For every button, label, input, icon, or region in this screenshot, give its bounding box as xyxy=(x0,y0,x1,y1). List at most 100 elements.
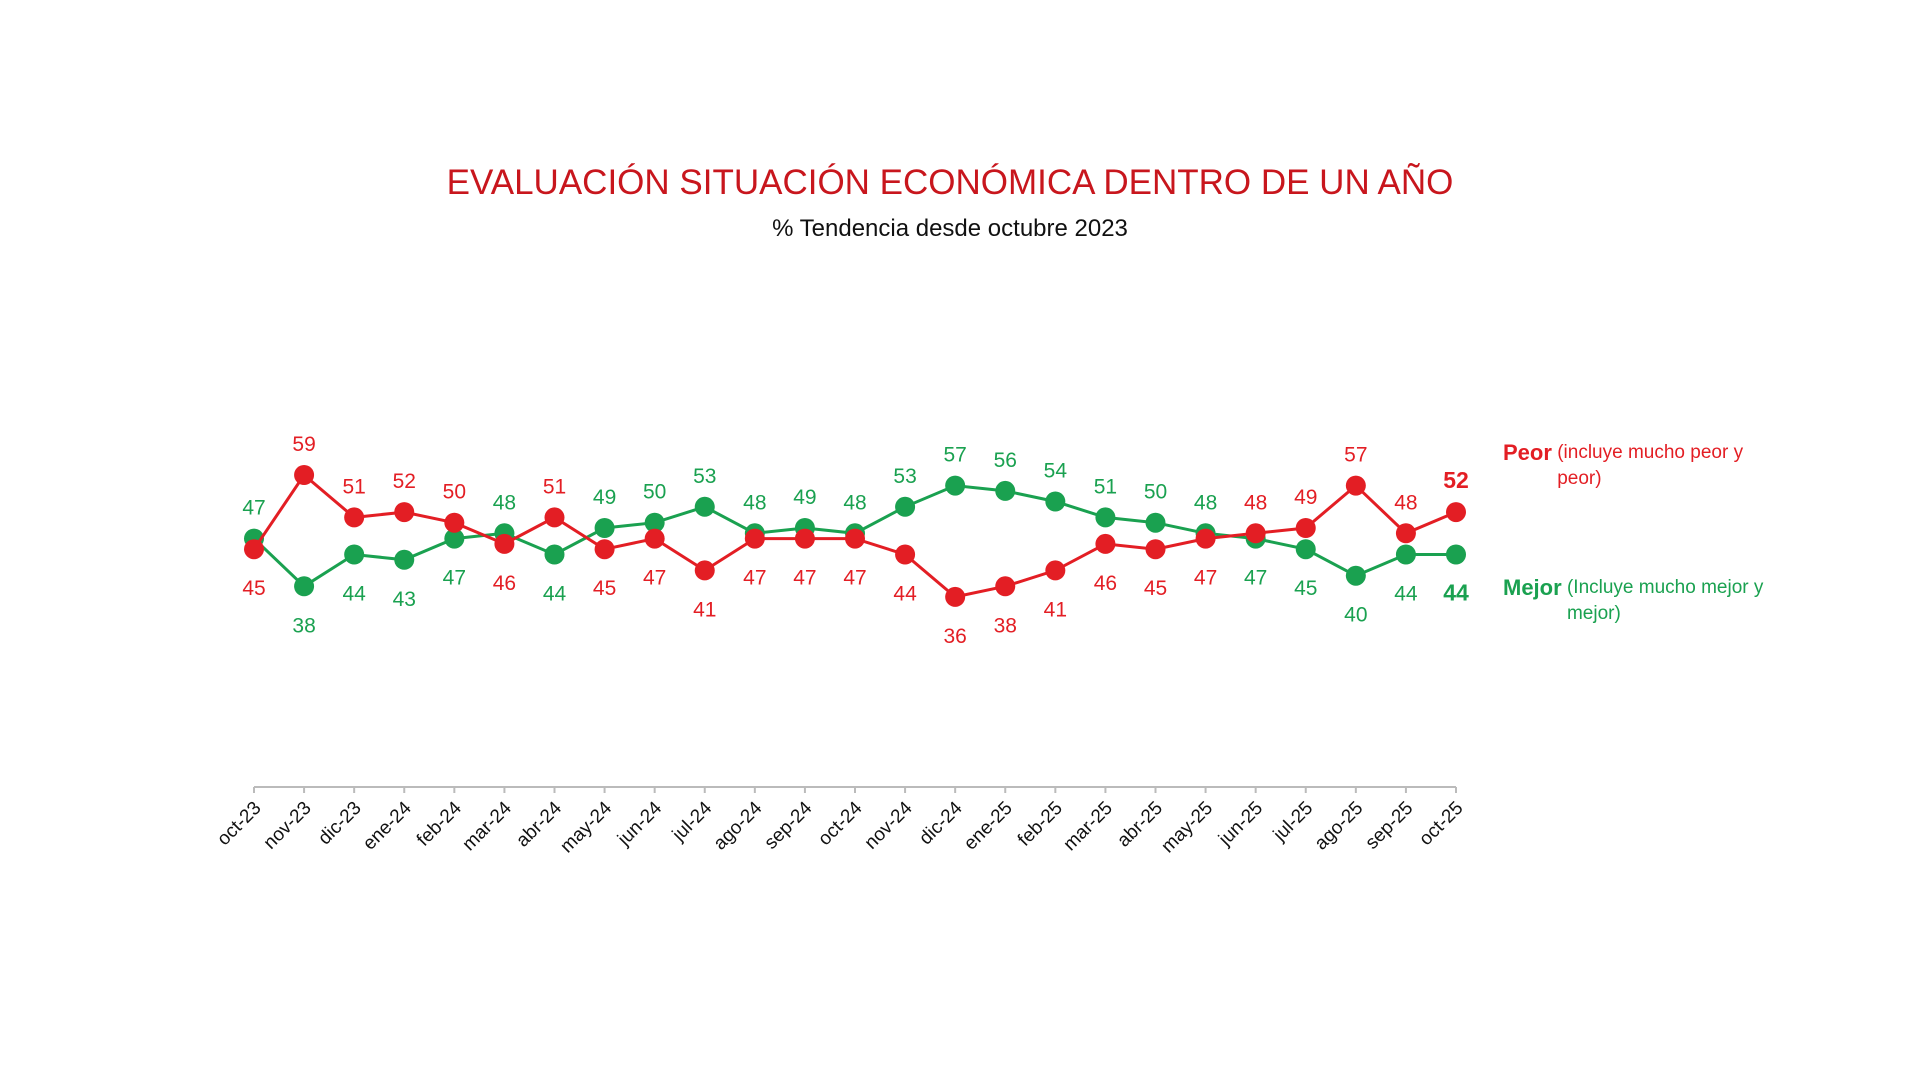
x-tick-label: ene-25 xyxy=(960,798,1017,855)
mejor-point xyxy=(694,496,715,517)
x-tick-label: feb-24 xyxy=(413,797,466,850)
chart-subtitle: % Tendencia desde octubre 2023 xyxy=(772,215,1128,242)
mejor-point xyxy=(1295,539,1316,560)
x-tick-label: oct-24 xyxy=(814,797,866,849)
peor-point xyxy=(644,528,665,549)
legend-peor-name: Peor xyxy=(1503,440,1552,465)
x-tick-label: dic-23 xyxy=(314,798,365,849)
mejor-point xyxy=(1095,507,1116,528)
mejor-point xyxy=(995,480,1016,501)
peor-data-label: 47 xyxy=(743,567,766,590)
peor-point xyxy=(594,539,615,560)
x-tick-label: nov-23 xyxy=(260,798,316,854)
peor-data-label: 50 xyxy=(443,481,466,504)
x-tick-label: ago-24 xyxy=(710,797,767,854)
peor-data-label: 51 xyxy=(342,475,365,498)
mejor-point xyxy=(294,576,315,597)
peor-point xyxy=(394,502,415,523)
mejor-data-label: 50 xyxy=(1144,481,1167,504)
legend-peor-note: (incluye mucho peor y peor) xyxy=(1557,442,1744,489)
peor-point xyxy=(995,576,1016,597)
peor-data-label: 46 xyxy=(1094,572,1117,595)
mejor-data-label: 48 xyxy=(843,491,866,514)
x-tick-label: mar-24 xyxy=(459,797,517,855)
mejor-data-label: 48 xyxy=(493,491,516,514)
mejor-point xyxy=(1345,565,1366,586)
mejor-data-label: 38 xyxy=(292,614,315,637)
peor-data-label: 36 xyxy=(943,625,966,648)
x-tick-label: sep-24 xyxy=(761,797,817,853)
peor-point xyxy=(494,533,515,554)
peor-point xyxy=(1195,528,1216,549)
legend-mejor: Mejor (Incluye mucho mejor y mejor) xyxy=(1503,575,1787,627)
mejor-data-label: 57 xyxy=(943,444,966,467)
peor-data-label: 52 xyxy=(1443,467,1469,493)
peor-point xyxy=(794,528,815,549)
mejor-point xyxy=(544,544,565,565)
mejor-data-label: 54 xyxy=(1044,460,1068,483)
peor-data-label: 49 xyxy=(1294,486,1317,509)
peor-point xyxy=(344,507,365,528)
peor-data-label: 48 xyxy=(1244,491,1267,514)
mejor-point xyxy=(895,496,916,517)
x-tick-label: mar-25 xyxy=(1060,798,1117,855)
mejor-data-label: 40 xyxy=(1344,604,1367,627)
peor-point xyxy=(1095,533,1116,554)
x-tick-label: sep-25 xyxy=(1362,798,1418,854)
mejor-data-label: 53 xyxy=(893,465,916,488)
mejor-data-label: 49 xyxy=(593,486,616,509)
mejor-data-label: 51 xyxy=(1094,475,1117,498)
mejor-data-label: 53 xyxy=(693,465,716,488)
mejor-point xyxy=(644,512,665,533)
peor-data-label: 38 xyxy=(994,614,1017,637)
peor-point xyxy=(444,512,465,533)
peor-data-label: 51 xyxy=(543,475,566,498)
mejor-point xyxy=(344,544,365,565)
mejor-data-label: 49 xyxy=(793,486,816,509)
mejor-data-label: 44 xyxy=(342,583,366,606)
mejor-data-label: 48 xyxy=(1194,491,1217,514)
x-tick-label: may-24 xyxy=(556,797,616,857)
mejor-data-label: 44 xyxy=(1394,583,1418,606)
mejor-point xyxy=(1045,491,1066,512)
peor-point xyxy=(945,586,966,607)
peor-data-label: 41 xyxy=(1044,598,1067,621)
peor-data-label: 57 xyxy=(1344,444,1367,467)
peor-point xyxy=(1295,518,1316,538)
mejor-data-label: 56 xyxy=(994,449,1017,472)
mejor-point xyxy=(1395,544,1416,565)
mejor-data-label: 50 xyxy=(643,481,666,504)
mejor-point xyxy=(1145,512,1166,533)
peor-point xyxy=(544,507,565,528)
peor-point xyxy=(1345,475,1366,496)
legend-mejor-name: Mejor xyxy=(1503,575,1562,600)
x-tick-label: oct-25 xyxy=(1415,798,1467,850)
peor-data-label: 47 xyxy=(1194,567,1217,590)
peor-data-label: 45 xyxy=(593,577,616,600)
x-tick-label: dic-24 xyxy=(915,797,967,849)
peor-point xyxy=(1145,539,1166,560)
peor-data-label: 52 xyxy=(393,470,416,493)
peor-point xyxy=(294,465,315,485)
peor-point xyxy=(744,528,765,549)
mejor-data-label: 48 xyxy=(743,491,766,514)
peor-data-label: 47 xyxy=(793,567,816,590)
mejor-data-label: 45 xyxy=(1294,577,1317,600)
mejor-point xyxy=(945,475,966,496)
peor-data-label: 48 xyxy=(1394,491,1417,514)
peor-data-label: 41 xyxy=(693,598,716,621)
x-tick-label: jun-25 xyxy=(1214,798,1267,851)
peor-point xyxy=(694,560,715,581)
peor-point xyxy=(1395,523,1416,544)
mejor-data-label: 44 xyxy=(543,583,567,606)
mejor-point xyxy=(1446,544,1466,565)
peor-point xyxy=(1245,523,1266,544)
peor-data-label: 45 xyxy=(1144,577,1167,600)
peor-data-label: 59 xyxy=(292,433,315,456)
mejor-data-label: 47 xyxy=(443,567,466,590)
mejor-point xyxy=(394,549,415,570)
peor-point xyxy=(1045,560,1066,581)
peor-point xyxy=(895,544,916,565)
x-tick-label: ene-24 xyxy=(359,797,416,854)
